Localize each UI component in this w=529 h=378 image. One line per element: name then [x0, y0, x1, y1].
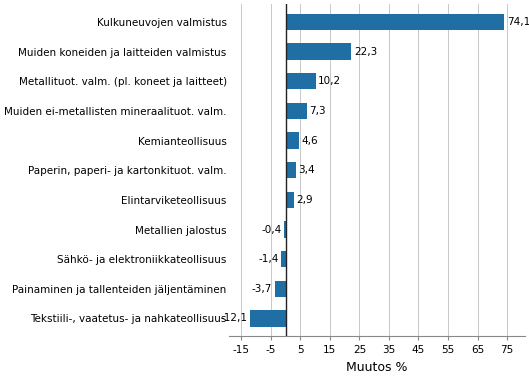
Text: -0,4: -0,4: [262, 225, 282, 234]
Bar: [275, 280, 286, 297]
Text: -1,4: -1,4: [259, 254, 279, 264]
Text: 22,3: 22,3: [354, 46, 377, 57]
Bar: [286, 73, 316, 90]
Bar: [286, 43, 351, 60]
Text: -3,7: -3,7: [252, 284, 272, 294]
Text: 7,3: 7,3: [309, 106, 326, 116]
Bar: [250, 310, 286, 327]
Bar: [286, 14, 505, 30]
Bar: [286, 162, 296, 178]
Bar: [281, 251, 286, 267]
Text: -12,1: -12,1: [221, 313, 248, 324]
Text: 4,6: 4,6: [302, 136, 318, 146]
Bar: [286, 192, 294, 208]
Bar: [285, 222, 286, 238]
Text: 74,1: 74,1: [507, 17, 529, 27]
Text: 2,9: 2,9: [296, 195, 313, 205]
Bar: [286, 103, 307, 119]
Text: 3,4: 3,4: [298, 165, 315, 175]
Text: 10,2: 10,2: [318, 76, 341, 86]
Bar: [286, 132, 299, 149]
X-axis label: Muutos %: Muutos %: [346, 361, 408, 374]
